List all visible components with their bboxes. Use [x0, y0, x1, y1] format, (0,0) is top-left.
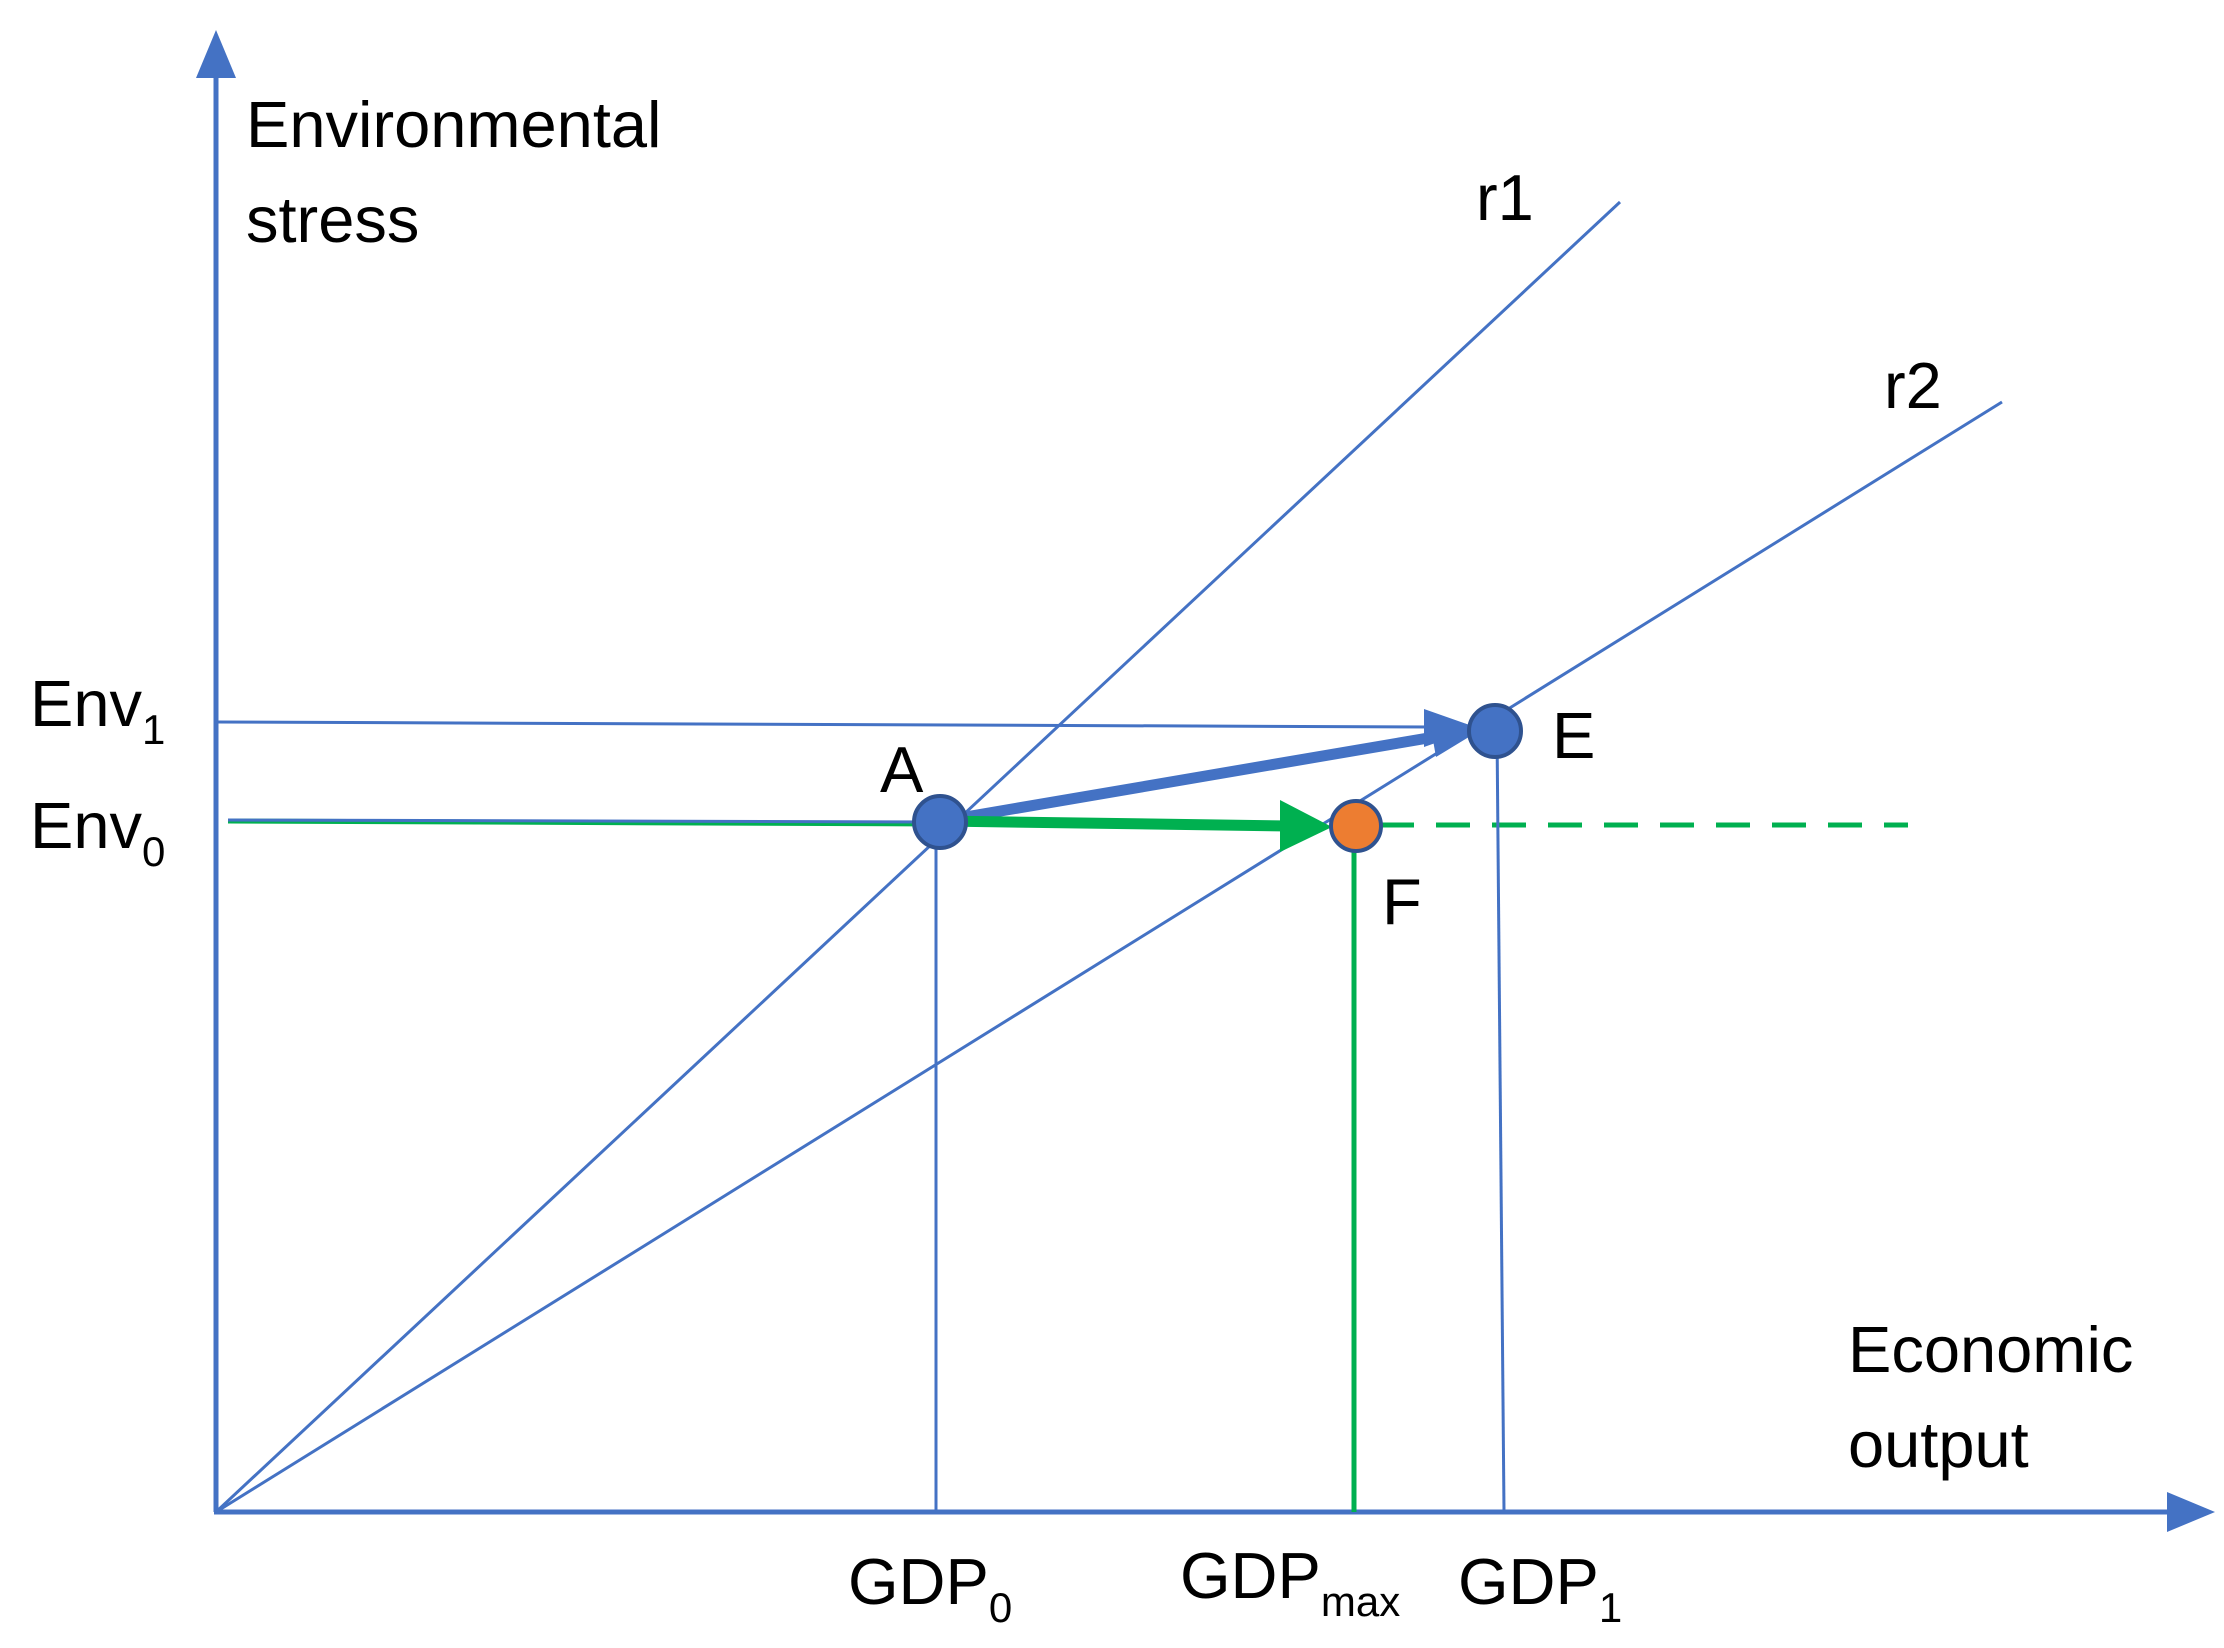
env0-tick-label: Env0	[30, 789, 165, 875]
ray-r2-line	[215, 400, 2003, 1514]
gdp1-drop-line	[1495, 730, 1506, 1513]
env1-tick-label: Env1	[30, 667, 165, 753]
point-f-label: F	[1382, 865, 1422, 938]
point-a-marker	[912, 794, 968, 850]
y-axis-title-line1: Environmental	[246, 88, 662, 161]
path-a-to-e-arrow	[936, 712, 1482, 827]
point-e-label: E	[1552, 699, 1595, 772]
path-a-to-f-arrow	[941, 800, 1332, 852]
point-f-marker	[1329, 799, 1383, 853]
ray-r1-line	[214, 200, 1622, 1514]
y-axis-title-line2: stress	[246, 183, 419, 256]
point-e-marker	[1467, 703, 1523, 759]
x-axis-title-line2: output	[1848, 1408, 2029, 1481]
gdp0-tick-label: GDP0	[848, 1545, 1012, 1631]
env1-guide-arrow	[215, 709, 1478, 747]
x-axis	[214, 1492, 2215, 1532]
point-a-label: A	[880, 733, 924, 806]
x-axis-title-line1: Economic	[1848, 1313, 2133, 1386]
y-axis	[196, 30, 236, 1512]
gdpmax-tick-label: GDPmax	[1180, 1539, 1400, 1625]
ray-r2-label: r2	[1884, 349, 1942, 422]
env0-guide-line-blue	[227, 818, 939, 824]
gdp1-tick-label: GDP1	[1458, 1545, 1622, 1631]
ray-r1-label: r1	[1476, 161, 1534, 234]
